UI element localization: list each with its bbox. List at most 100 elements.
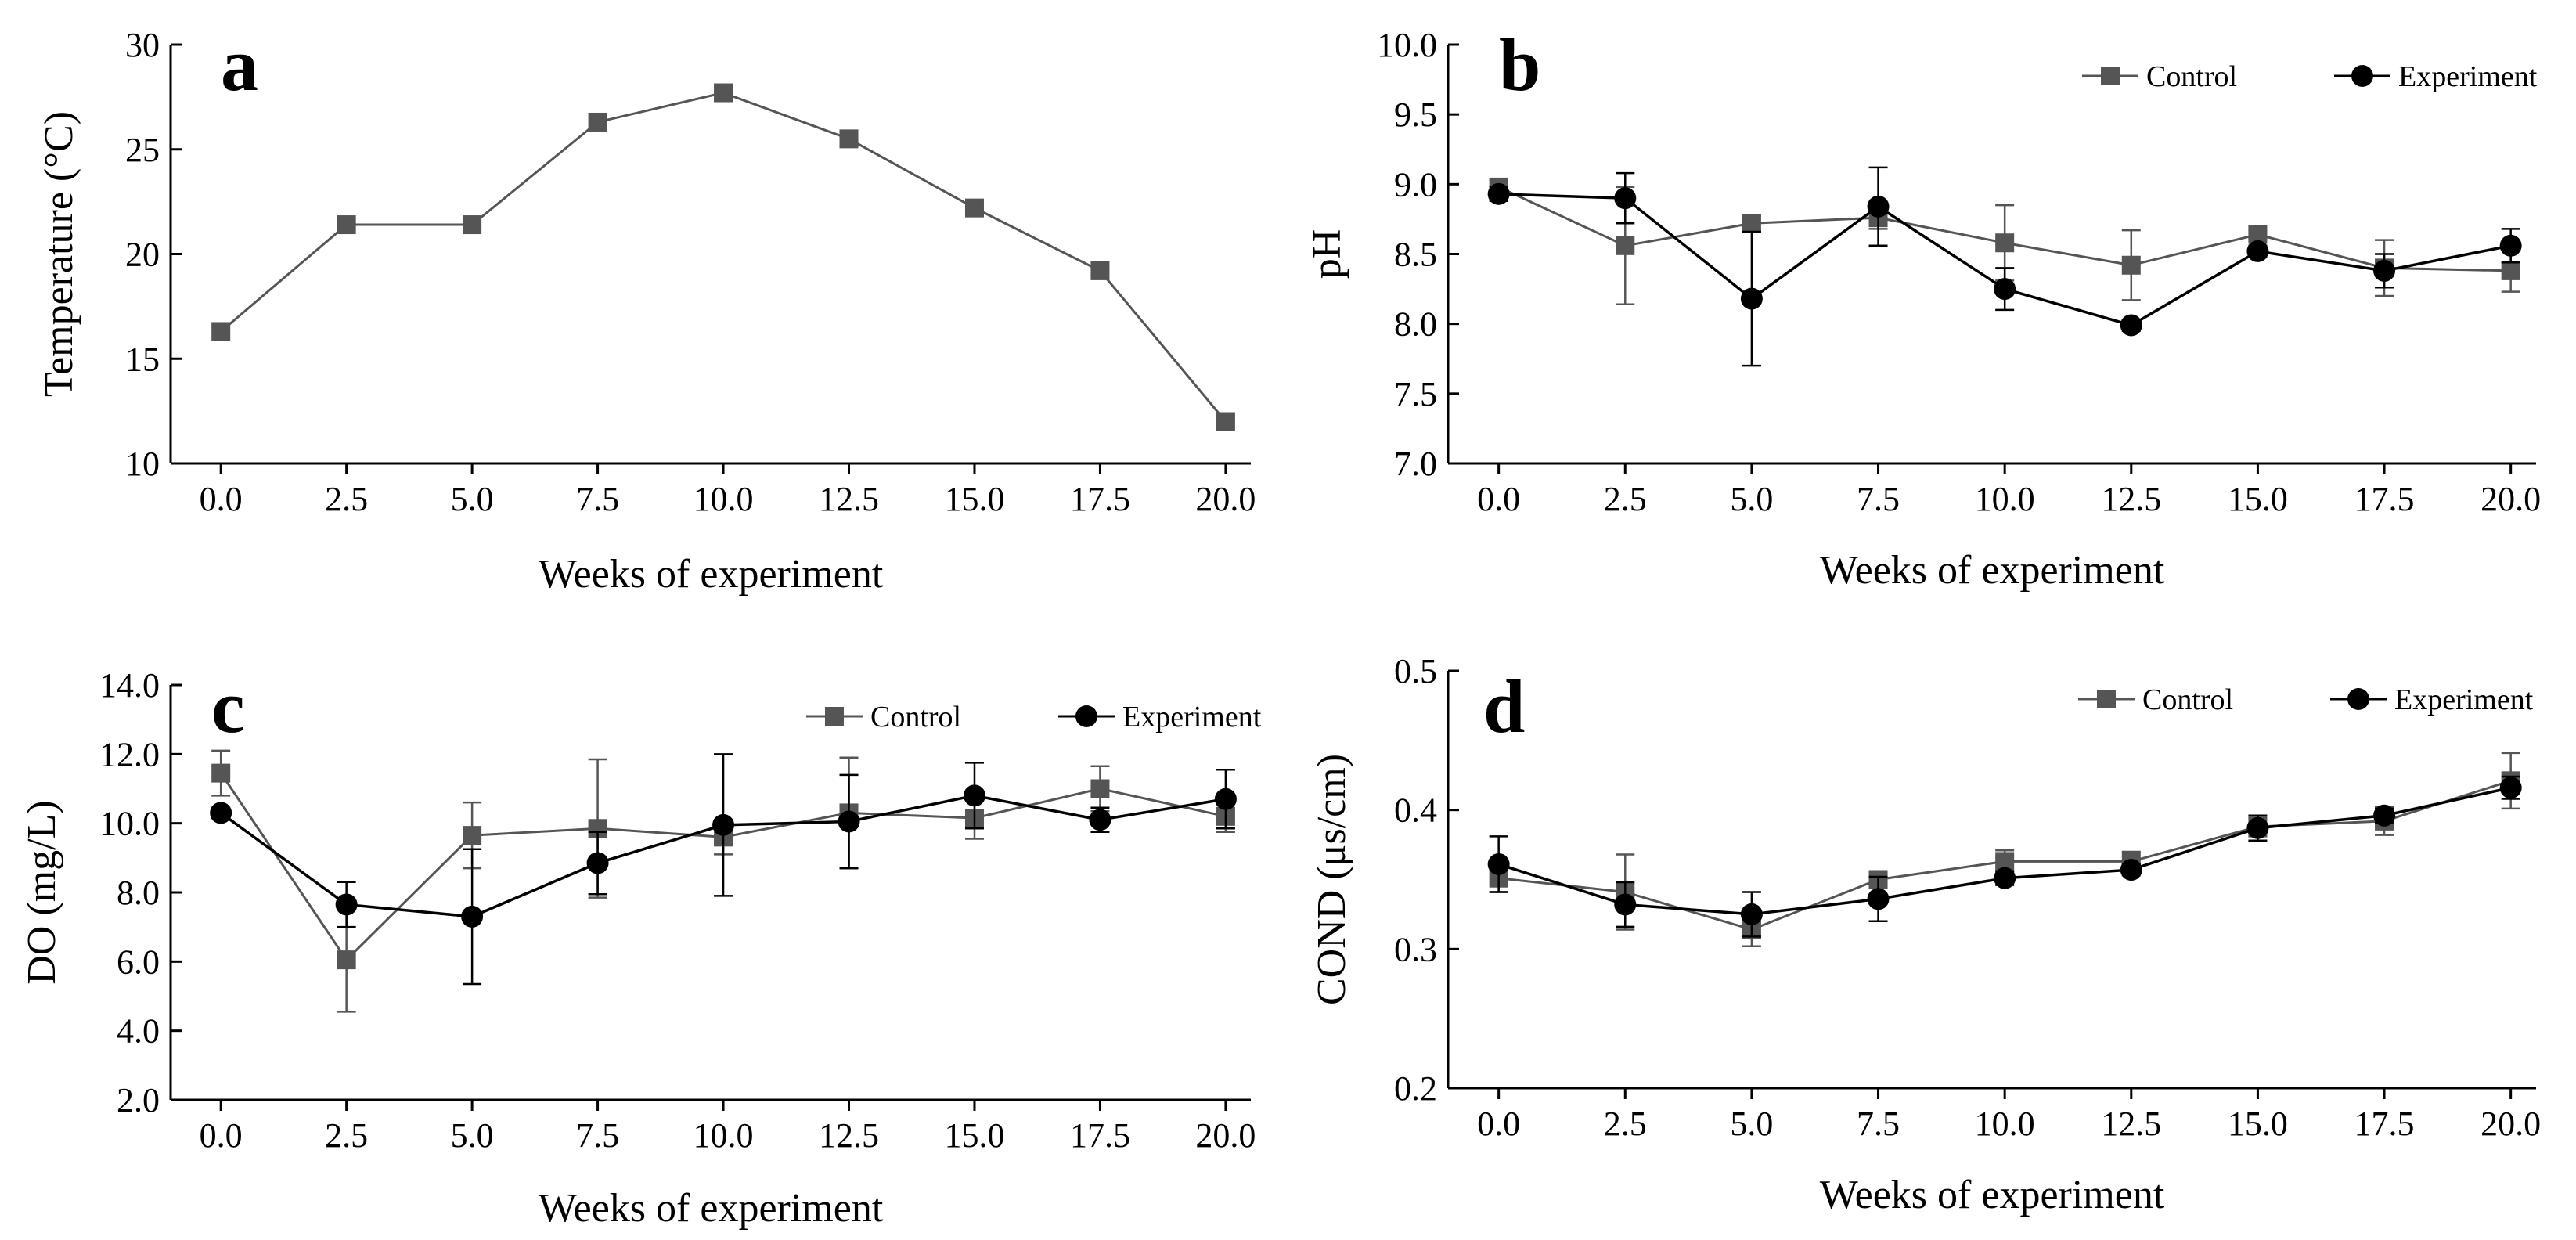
- series-control: [1489, 752, 2520, 948]
- y-tick-label: 6.0: [117, 943, 160, 981]
- data-point: [2373, 259, 2396, 282]
- x-tick-label: 7.5: [1857, 480, 1900, 518]
- legend-label: Experiment: [2398, 60, 2538, 93]
- data-point: [1994, 867, 2016, 889]
- y-tick-label: 0.3: [1394, 930, 1437, 968]
- y-tick-label: 7.5: [1394, 375, 1437, 413]
- y-tick-label: 0.2: [1394, 1069, 1437, 1108]
- data-point: [2501, 261, 2520, 280]
- legend-label: Control: [2146, 60, 2237, 93]
- x-tick-label: 7.5: [576, 1116, 619, 1155]
- panel-c-dissolved-oxygen: 2.0 4.0 6.0 8.0 10.0 12.0 14.0 0.0 2.5 5.0 7.5 10.0…: [20, 665, 1262, 1231]
- data-point: [838, 810, 860, 833]
- y-tick-label: 10: [125, 445, 160, 483]
- data-point: [1089, 809, 1111, 831]
- x-tick-label: 7.5: [576, 480, 619, 518]
- series-experiment: [210, 753, 1237, 986]
- series-line: [220, 91, 1227, 423]
- y-tick-label: 25: [125, 131, 160, 169]
- x-tick-label: 12.5: [819, 1116, 879, 1155]
- y-axis-label: Temperature (°C): [37, 111, 81, 397]
- data-point: [1616, 236, 1635, 255]
- legend-label: Experiment: [1122, 701, 1262, 734]
- y-tick-label: 9.0: [1394, 165, 1437, 204]
- data-point: [2499, 234, 2522, 257]
- data-point: [963, 784, 985, 807]
- x-tick-label: 15.0: [2228, 480, 2288, 518]
- y-axis-label: DO (mg/L): [20, 800, 64, 984]
- data-point: [335, 893, 358, 916]
- data-point: [1614, 893, 1637, 916]
- x-axis-label: Weeks of experiment: [1820, 548, 2165, 593]
- x-tick-label: 20.0: [1195, 1116, 1256, 1155]
- y-tick-label: 8.0: [117, 874, 160, 912]
- x-tick-label: 17.5: [1070, 1116, 1130, 1155]
- x-tick-label: 2.5: [325, 1116, 368, 1155]
- legend: Control Experiment: [2082, 60, 2538, 93]
- legend-marker: [2097, 690, 2116, 708]
- y-tick-label: 8.5: [1394, 236, 1437, 274]
- y-tick-label: 15: [125, 340, 160, 378]
- data-point: [463, 215, 482, 235]
- x-tick-label: 17.5: [2354, 1105, 2415, 1143]
- data-point: [1487, 182, 1510, 205]
- legend-marker: [825, 707, 844, 726]
- data-point: [1214, 788, 1237, 810]
- x-tick-label: 10.0: [694, 480, 754, 518]
- x-tick-label: 20.0: [1195, 480, 1256, 518]
- data-point: [1216, 412, 1235, 431]
- data-point: [586, 852, 609, 874]
- panel-d-conductivity: 0.2 0.3 0.4 0.5 0.0 2.5 5.0 7.5 10.0 12.5 15.0 17.5…: [1310, 652, 2541, 1217]
- panel-label: a: [221, 23, 258, 106]
- data-point: [1740, 287, 1763, 310]
- series-experiment: [1487, 775, 2522, 938]
- x-tick-label: 20.0: [2481, 1105, 2541, 1143]
- x-tick-label: 17.5: [1070, 480, 1130, 518]
- y-tick-label: 10.0: [99, 805, 160, 843]
- y-tick-label: 2.0: [117, 1081, 160, 1119]
- y-tick-label: 0.5: [1394, 652, 1437, 690]
- x-tick-label: 2.5: [325, 480, 368, 518]
- data-point: [1487, 852, 1510, 875]
- x-tick-label: 20.0: [2481, 480, 2541, 518]
- x-tick-label: 12.5: [2101, 1105, 2161, 1143]
- x-tick-label: 2.5: [1604, 1105, 1647, 1143]
- x-tick-label: 15.0: [944, 480, 1004, 518]
- x-tick-label: 5.0: [1730, 1105, 1773, 1143]
- legend-marker: [2101, 67, 2120, 85]
- x-tick-label: 5.0: [451, 480, 494, 518]
- x-tick-label: 12.5: [2101, 480, 2161, 518]
- data-point: [1614, 187, 1637, 210]
- y-tick-label: 8.0: [1394, 305, 1437, 344]
- x-tick-label: 10.0: [1975, 1105, 2035, 1143]
- data-point: [2121, 255, 2141, 275]
- data-point: [1090, 779, 1110, 798]
- x-tick-label: 0.0: [200, 480, 243, 518]
- data-point: [337, 215, 356, 235]
- data-point: [1994, 278, 2016, 301]
- x-tick-label: 2.5: [1604, 480, 1647, 518]
- legend-marker: [2347, 688, 2369, 710]
- x-tick-label: 5.0: [1730, 480, 1773, 518]
- y-tick-label: 7.0: [1394, 445, 1437, 483]
- data-point: [337, 950, 356, 970]
- legend-label: Control: [870, 701, 961, 734]
- x-tick-label: 5.0: [451, 1116, 494, 1155]
- y-tick-label: 10.0: [1377, 26, 1437, 64]
- x-tick-label: 7.5: [1857, 1105, 1900, 1143]
- data-point: [1995, 233, 2015, 253]
- data-point: [461, 905, 484, 928]
- data-point: [463, 826, 482, 845]
- data-point: [2373, 804, 2396, 827]
- y-tick-label: 4.0: [117, 1012, 160, 1051]
- x-axis-label: Weeks of experiment: [1820, 1173, 2165, 1217]
- data-point: [588, 112, 607, 132]
- x-tick-label: 12.5: [819, 480, 879, 518]
- y-axis-label: COND (μs/cm): [1310, 754, 1354, 1005]
- data-point: [2499, 777, 2522, 799]
- panel-a-temperature: 10 15 20 25 30 0.0 2.5 5.0 7.5 10.0 12.5 15.0 17.5 20…: [37, 23, 1256, 597]
- legend-label: Experiment: [2394, 683, 2534, 716]
- legend: Control Experiment: [2078, 683, 2534, 716]
- legend-marker: [1075, 705, 1097, 727]
